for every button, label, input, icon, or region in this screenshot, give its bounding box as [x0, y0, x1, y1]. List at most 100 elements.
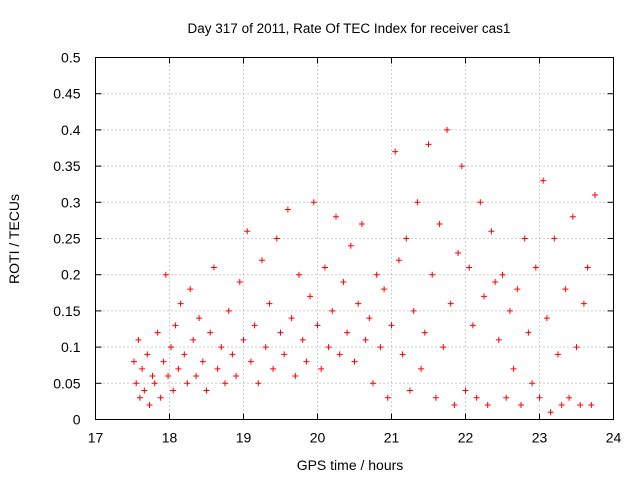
- data-point: [506, 307, 513, 314]
- data-point: [244, 228, 251, 235]
- data-point: [172, 322, 179, 329]
- data-point: [466, 264, 473, 271]
- data-point: [384, 394, 391, 401]
- data-point: [399, 351, 406, 358]
- data-point: [222, 380, 228, 387]
- y-axis-label: ROTI / TECUs: [6, 194, 22, 284]
- data-point: [481, 293, 487, 300]
- data-point: [421, 329, 428, 336]
- data-point: [292, 373, 299, 380]
- data-point: [177, 300, 184, 307]
- data-point: [551, 235, 558, 242]
- data-point: [325, 344, 332, 351]
- data-point: [569, 213, 576, 220]
- data-point: [477, 199, 484, 206]
- data-point: [362, 336, 369, 343]
- x-tick-label: 23: [532, 430, 548, 446]
- data-point: [588, 402, 595, 409]
- data-point: [429, 271, 436, 278]
- data-point: [510, 365, 517, 372]
- data-point: [229, 351, 236, 358]
- data-point: [255, 380, 262, 387]
- data-point: [181, 351, 188, 358]
- data-point: [529, 380, 536, 387]
- y-tick-label: 0.15: [53, 303, 80, 319]
- data-point: [266, 300, 273, 307]
- data-point: [514, 286, 521, 293]
- data-point: [373, 271, 380, 278]
- data-point: [377, 344, 384, 351]
- x-tick-label: 19: [236, 430, 252, 446]
- data-point: [318, 365, 325, 372]
- data-point: [240, 336, 247, 343]
- data-point: [281, 351, 288, 358]
- data-point: [425, 141, 432, 148]
- data-point: [299, 336, 306, 343]
- data-point: [154, 329, 161, 336]
- data-point: [558, 402, 565, 409]
- data-point: [167, 344, 174, 351]
- y-tick-label: 0.1: [61, 339, 81, 355]
- data-point: [518, 402, 524, 409]
- data-point: [381, 286, 388, 293]
- data-point: [584, 264, 591, 271]
- data-point: [395, 257, 402, 264]
- data-point: [403, 235, 410, 242]
- data-point: [462, 387, 469, 394]
- data-point: [199, 358, 206, 365]
- data-point: [303, 358, 310, 365]
- data-point: [135, 336, 142, 343]
- data-point: [488, 228, 495, 235]
- data-point: [562, 286, 569, 293]
- y-tick-label: 0.25: [53, 231, 80, 247]
- data-point: [351, 358, 358, 365]
- data-point: [458, 163, 465, 170]
- data-point: [499, 271, 506, 278]
- data-point: [469, 322, 476, 329]
- y-axis: 0 0.05 0.1 0.15 0.2 0.25 0.3 0.35 0.4 0.45 0.5: [53, 50, 614, 428]
- data-point: [284, 206, 291, 213]
- data-point: [447, 300, 454, 307]
- data-point: [149, 373, 156, 380]
- x-tick-label: 24: [606, 430, 622, 446]
- data-point: [329, 307, 336, 314]
- data-point: [262, 344, 269, 351]
- x-axis-label: GPS time / hours: [297, 457, 404, 473]
- data-point: [392, 148, 399, 155]
- data-point: [492, 278, 499, 285]
- data-point: [340, 278, 347, 285]
- data-point: [175, 365, 182, 372]
- data-point: [210, 264, 217, 271]
- chart-title: Day 317 of 2011, Rate Of TEC Index for r…: [188, 21, 511, 36]
- data-point: [296, 271, 302, 278]
- data-point: [592, 192, 598, 199]
- data-point: [555, 351, 561, 358]
- data-point: [525, 329, 532, 336]
- data-point: [451, 402, 458, 409]
- data-point: [344, 329, 351, 336]
- data-point: [366, 315, 373, 322]
- data-point: [333, 213, 339, 220]
- data-point: [436, 221, 443, 228]
- data-point: [170, 387, 177, 394]
- data-point: [251, 322, 258, 329]
- data-point: [247, 358, 254, 365]
- data-point: [160, 358, 167, 365]
- data-point: [358, 221, 365, 228]
- y-tick-label: 0.2: [61, 267, 81, 283]
- data-point: [495, 336, 502, 343]
- x-tick-label: 17: [88, 430, 104, 446]
- data-point: [193, 373, 200, 380]
- data-point: [407, 387, 413, 394]
- data-point: [573, 344, 580, 351]
- data-point: [190, 336, 197, 343]
- data-point: [187, 286, 194, 293]
- data-point: [484, 402, 491, 409]
- data-point: [347, 242, 354, 249]
- data-point: [388, 322, 395, 329]
- y-tick-label: 0.05: [53, 375, 80, 391]
- data-point: [277, 329, 284, 336]
- y-tick-label: 0.4: [61, 122, 81, 138]
- data-point: [336, 351, 343, 358]
